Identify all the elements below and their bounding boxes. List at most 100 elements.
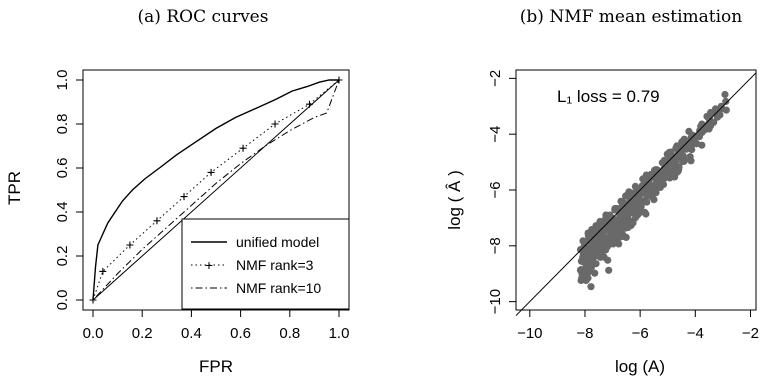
scatter-point — [585, 258, 593, 266]
scatter-point — [680, 135, 688, 143]
roc-series-line-3 — [92, 79, 340, 301]
scatter-point — [697, 122, 705, 130]
scatter-point — [703, 112, 711, 120]
scatter-point — [650, 186, 659, 194]
panel-a-y-axis: 0.0 0.2 0.4 0.6 0.8 1.0 — [54, 70, 84, 310]
scatter-point — [698, 141, 706, 149]
roc-series-line-2 — [92, 79, 340, 301]
scatter-point — [642, 197, 650, 206]
scatter-point — [593, 247, 601, 255]
panel-a-y-tick-label: 0.8 — [54, 114, 71, 135]
panel-a-y-tick-label: 0.2 — [54, 246, 71, 267]
legend-label-nmf-rank-10: NMF rank=10 — [236, 280, 321, 296]
legend-box — [181, 218, 350, 310]
scatter-point — [609, 240, 617, 248]
scatter-point — [579, 237, 587, 245]
scatter-point — [717, 102, 725, 110]
scatter-point — [642, 210, 650, 218]
roc-plus-marker — [99, 267, 107, 275]
legend-label-nmf-rank-3: NMF rank=3 — [236, 257, 314, 273]
scatter-point — [722, 97, 730, 105]
panel-b-y-tick-label: −4 — [487, 126, 504, 143]
scatter-point — [691, 134, 699, 142]
panel-a-x-tick-label: 0.4 — [181, 325, 202, 342]
roc-plus-marker — [207, 168, 215, 176]
panel-a-x-tick-label: 0.2 — [132, 325, 153, 342]
scatter-point — [602, 226, 610, 235]
scatter-point — [631, 214, 640, 222]
panel-b-y-axis: −10 −8 −6 −4 −2 — [487, 70, 517, 314]
roc-plus-marker — [180, 193, 188, 201]
scatter-point — [678, 158, 687, 166]
panel-b-y-label: log ( Â ) — [445, 170, 464, 230]
scatter-point — [674, 167, 682, 175]
panel-b-y-tick-label: −6 — [487, 181, 504, 198]
legend-marker-plus: + — [205, 257, 213, 273]
scatter-point — [665, 167, 673, 175]
roc-plus-marker — [126, 241, 134, 249]
scatter-point — [605, 266, 613, 274]
roc-plus-marker — [239, 144, 247, 152]
roc-plus-marker — [153, 217, 161, 225]
panel-b-x-tick-label: −4 — [687, 325, 704, 342]
scatter-point — [583, 247, 591, 255]
scatter-point — [593, 239, 601, 247]
panel-b-y-tick-label: −10 — [487, 289, 504, 314]
scatter-point — [618, 201, 626, 210]
panel-a-x-tick-label: 0.0 — [83, 325, 104, 342]
scatter-point — [698, 128, 706, 136]
scatter-point — [587, 283, 595, 291]
panel-a-x-tick-label: 0.8 — [279, 325, 300, 342]
scatter-point — [665, 148, 674, 156]
scatter-point — [682, 145, 691, 153]
scatter-point — [628, 201, 636, 209]
scatter-point — [608, 216, 616, 224]
panel-a-legend: unified model + NMF rank=3 NMF rank=10 — [181, 218, 350, 310]
panel-b-x-tick-label: −6 — [632, 325, 649, 342]
scatter-point — [669, 158, 677, 166]
panel-b-points-layer — [515, 72, 757, 316]
scatter-point — [644, 190, 653, 198]
scatter-point — [716, 111, 724, 119]
panel-b-x-axis: −10 −8 −6 −4 −2 — [517, 309, 759, 342]
scatter-point — [650, 196, 658, 204]
legend-label-unified-model: unified model — [236, 234, 319, 250]
scatter-point — [584, 229, 592, 237]
panel-a-y-tick-label: 1.0 — [54, 70, 71, 91]
panel-b-title: (b) NMF mean estimation — [520, 7, 743, 27]
panel-a-y-tick-label: 0.4 — [54, 202, 71, 223]
scatter-point — [584, 268, 592, 277]
panel-a-x-tick-label: 0.6 — [230, 325, 251, 342]
scatter-point — [616, 233, 624, 241]
scatter-point — [611, 206, 619, 214]
scatter-point — [604, 256, 612, 264]
scatter-point — [624, 223, 632, 232]
panel-a-y-tick-label: 0.6 — [54, 158, 71, 179]
panel-a-title: (a) ROC curves — [138, 7, 269, 27]
scatter-point — [591, 269, 599, 277]
scatter-point — [615, 217, 624, 225]
scatter-point — [577, 266, 585, 274]
panel-b-y-tick-label: −2 — [487, 70, 504, 87]
panel-b-x-tick-label: −8 — [576, 325, 593, 342]
panel-a-y-label: TPR — [5, 171, 24, 205]
scatter-point — [664, 173, 672, 181]
scatter-point — [685, 155, 694, 163]
scatter-point — [615, 240, 623, 248]
panel-b-annotation: L₁ loss = 0.79 — [557, 87, 660, 106]
panel-b-x-tick-label: −2 — [742, 325, 759, 342]
scatter-point — [721, 90, 729, 99]
scatter-point — [623, 191, 631, 199]
scatter-point — [654, 167, 662, 175]
scatter-point — [601, 245, 609, 253]
panel-a: (a) ROC curves 0.0 0.2 0.4 0.6 0.8 1.0 0.0 0.2… — [5, 7, 350, 376]
scatter-point — [706, 122, 715, 130]
scatter-point — [660, 156, 668, 164]
scatter-point — [629, 219, 637, 227]
roc-plus-marker — [271, 120, 279, 128]
identity-line — [515, 72, 757, 316]
scatter-point — [604, 234, 612, 242]
roc-series-line-1 — [92, 79, 340, 301]
panel-a-x-tick-label: 1.0 — [329, 325, 350, 342]
